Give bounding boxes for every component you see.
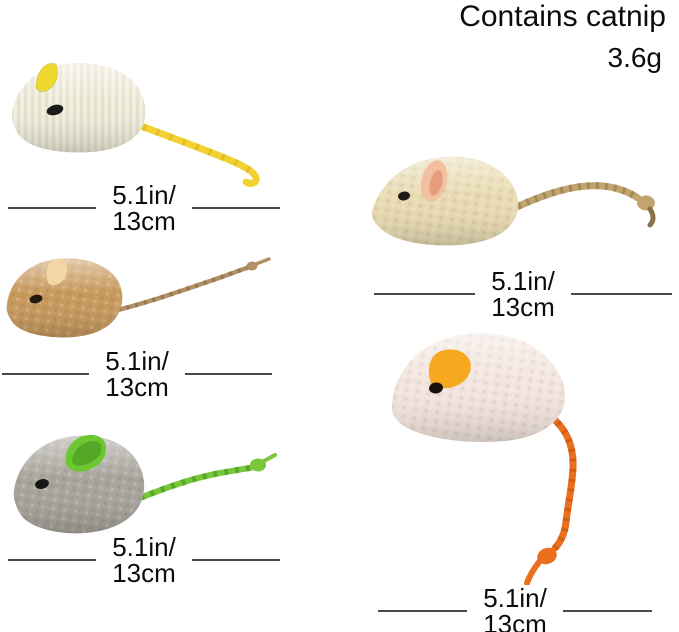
measurement-mouse-brown: 5.1in/ 13cm (2, 348, 273, 400)
mouse-toy-beige (371, 156, 656, 246)
measure-line-left (374, 293, 476, 295)
mouse-body-shading (11, 62, 146, 153)
measure-line-left (8, 207, 97, 209)
mouse-eye (35, 479, 49, 489)
mouse-toy-pink (392, 333, 577, 585)
measurement-mouse-white: 5.1in/ 13cm (8, 182, 281, 234)
measure-line-left (8, 559, 97, 561)
mouse-ear-inner (429, 170, 443, 196)
mouse-toy-gray (13, 434, 277, 534)
measure-cm: 13cm (112, 206, 176, 236)
mouse-tail-twist (108, 264, 251, 315)
mouse-toy-brown (6, 257, 271, 338)
measure-line-right (570, 293, 673, 295)
mouse-eye (398, 191, 410, 201)
mouse-eye (46, 104, 64, 116)
tail-tip (524, 559, 542, 585)
measurement-mouse-gray: 5.1in/ 13cm (8, 534, 281, 586)
measure-cm: 13cm (483, 609, 547, 632)
mouse-tail (506, 182, 642, 214)
measure-line-right (191, 559, 281, 561)
mouse-tail-twist (508, 182, 640, 214)
tail-knot (250, 458, 266, 472)
mouse-body-shading (371, 156, 519, 246)
measure-inches: 5.1in/ (491, 266, 555, 296)
measure-label: 5.1in/ 13cm (483, 585, 547, 632)
mouse-tail (126, 118, 260, 187)
mouse-toy-white (11, 62, 260, 187)
measure-label: 5.1in/ 13cm (112, 534, 176, 586)
measure-cm: 13cm (105, 372, 169, 402)
contains-catnip-title: Contains catnip (459, 0, 666, 33)
measure-line-right (191, 207, 281, 209)
measure-line-left (2, 373, 90, 375)
mouse-ear (46, 258, 68, 285)
measure-line-left (378, 610, 468, 612)
mouse-ear-inner (72, 440, 102, 466)
measure-inches: 5.1in/ (112, 180, 176, 210)
tail-tip (254, 257, 271, 266)
tail-tip (262, 453, 277, 463)
measure-line-right (562, 610, 653, 612)
mouse-ear (428, 349, 471, 389)
measurement-mouse-beige: 5.1in/ 13cm (374, 268, 673, 320)
measure-label: 5.1in/ 13cm (105, 348, 169, 400)
mouse-eye (29, 294, 43, 304)
measure-label: 5.1in/ 13cm (491, 268, 555, 320)
measure-cm: 13cm (491, 292, 555, 322)
measurement-mouse-pink: 5.1in/ 13cm (378, 585, 653, 632)
measure-inches: 5.1in/ (112, 532, 176, 562)
mouse-body-shading (6, 258, 123, 338)
measure-cm: 13cm (112, 558, 176, 588)
measure-label: 5.1in/ 13cm (112, 182, 176, 234)
tail-knot (537, 547, 557, 565)
mouse-body-shading (392, 333, 566, 442)
mouse-eye (429, 382, 443, 394)
mouse-tail (546, 412, 577, 552)
measure-inches: 5.1in/ (105, 346, 169, 376)
tail-tip (647, 206, 656, 228)
mouse-ear (35, 62, 59, 93)
measure-line-right (184, 373, 273, 375)
measure-inches: 5.1in/ (483, 583, 547, 613)
mouse-tail (127, 465, 253, 505)
catnip-weight-label: 3.6g (607, 42, 663, 73)
mouse-body-shading (13, 435, 145, 534)
